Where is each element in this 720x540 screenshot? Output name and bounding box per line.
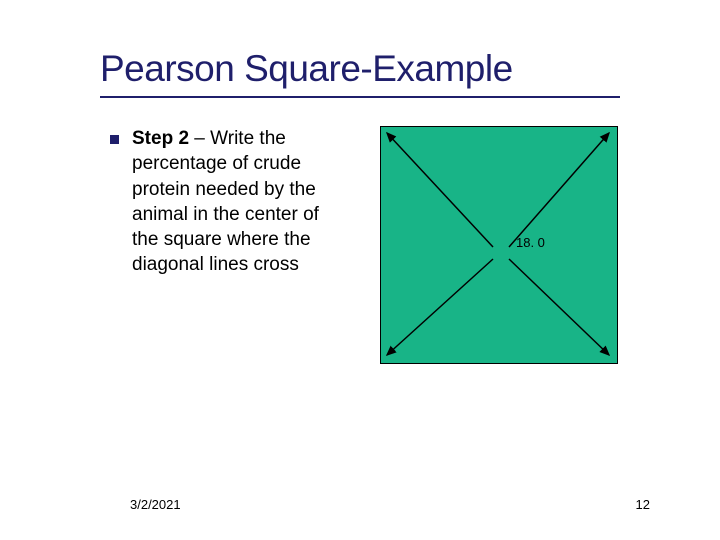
pearson-square: 18. 0 <box>380 126 618 364</box>
step-body: – Write the percentage of crude protein … <box>132 128 319 275</box>
footer-page: 12 <box>636 497 650 512</box>
center-value: 18. 0 <box>516 235 545 250</box>
slide: Pearson Square-Example Step 2 – Write th… <box>0 0 720 540</box>
arrow-bottom-right <box>509 259 609 355</box>
bullet-icon <box>110 135 119 144</box>
arrow-bottom-left <box>387 259 493 355</box>
footer: 3/2/2021 12 <box>130 497 650 512</box>
footer-date: 3/2/2021 <box>130 497 181 512</box>
content-row: Step 2 – Write the percentage of crude p… <box>70 126 650 364</box>
step-text: Step 2 – Write the percentage of crude p… <box>132 126 350 278</box>
diagonal-arrows <box>381 127 619 365</box>
step-label: Step 2 <box>132 128 189 149</box>
arrow-top-right <box>509 133 609 247</box>
arrow-top-left <box>387 133 493 247</box>
page-title: Pearson Square-Example <box>100 48 620 98</box>
text-column: Step 2 – Write the percentage of crude p… <box>70 126 350 364</box>
diagram-column: 18. 0 <box>380 126 640 364</box>
